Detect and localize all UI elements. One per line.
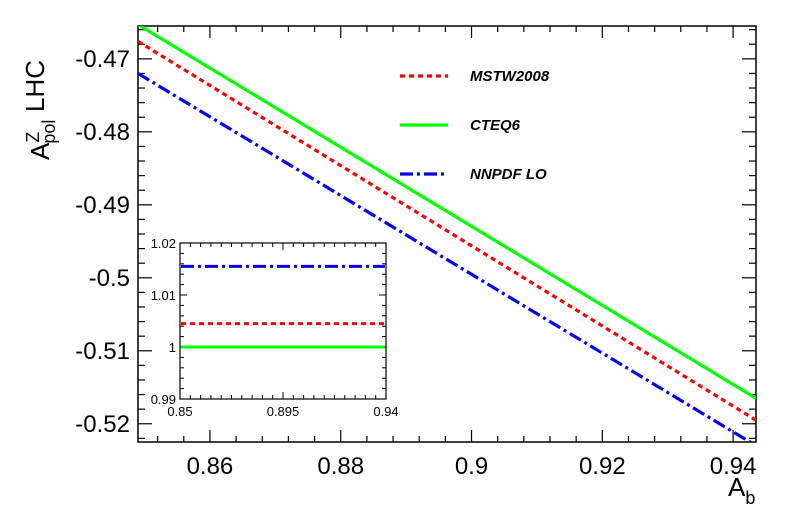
legend: MSTW2008 CTEQ6 NNPDF LO bbox=[400, 68, 550, 183]
x-tick-label: 0.86 bbox=[187, 453, 234, 480]
legend-entry: MSTW2008 bbox=[470, 68, 550, 85]
inset-y-tick-label: 1 bbox=[169, 340, 176, 355]
y-tick-label: -0.5 bbox=[89, 265, 130, 292]
inset-x-tick-label: 0.895 bbox=[267, 404, 300, 419]
inset-y-tick-label: 0.99 bbox=[151, 392, 176, 407]
inset-y-tick-label: 1.02 bbox=[151, 236, 176, 251]
x-axis-label: Ab bbox=[728, 472, 755, 508]
inset-frame bbox=[179, 242, 387, 400]
inset-y-tick-label: 1.01 bbox=[151, 288, 176, 303]
y-tick-label: -0.49 bbox=[75, 192, 130, 219]
main-lines bbox=[138, 26, 756, 442]
inset-ticks: 0.85 0.895 0.94 0.99 1 1.01 1.02 bbox=[151, 236, 399, 419]
legend-entry: NNPDF LO bbox=[470, 166, 547, 183]
main-ticks: 0.86 0.88 0.9 0.92 0.94 -0.47 -0.48 -0.49 -0.5 -0… bbox=[75, 26, 756, 480]
inset-x-tick-label: 0.94 bbox=[373, 404, 398, 419]
x-tick-label: 0.94 bbox=[710, 453, 757, 480]
legend-entry: CTEQ6 bbox=[470, 117, 521, 134]
x-tick-label: 0.9 bbox=[455, 453, 488, 480]
y-tick-label: -0.52 bbox=[75, 411, 130, 438]
y-tick-label: -0.48 bbox=[75, 119, 130, 146]
x-tick-label: 0.88 bbox=[317, 453, 364, 480]
series-line-mstw2008 bbox=[138, 39, 756, 422]
y-axis-extra-label: LHC bbox=[20, 60, 50, 112]
y-tick-label: -0.47 bbox=[75, 46, 130, 73]
inset-x-tick-label: 0.85 bbox=[167, 404, 192, 419]
y-tick-label: -0.51 bbox=[75, 338, 130, 365]
y-axis-label: AZpol bbox=[23, 120, 59, 160]
inset-lines bbox=[181, 264, 385, 349]
series-line-nnpdf-lo bbox=[138, 72, 754, 442]
series-line-cteq6 bbox=[138, 26, 756, 400]
x-tick-label: 0.92 bbox=[579, 453, 626, 480]
